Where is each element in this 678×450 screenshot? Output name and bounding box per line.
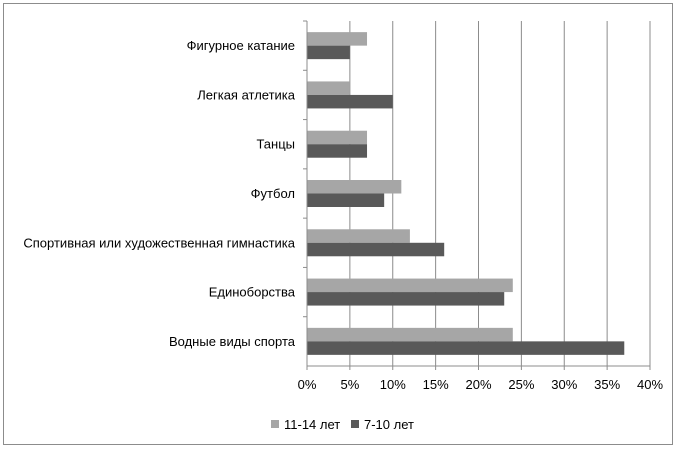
bars [307,32,625,355]
bar-series-1 [307,81,350,95]
x-tick-label: 25% [508,377,534,392]
legend-label: 7-10 лет [364,417,414,432]
legend-swatch [351,420,359,428]
bar-series-1 [307,229,410,243]
category-label: Легкая атлетика [197,87,296,102]
axes [306,21,650,367]
category-label: Фигурное катание [187,38,295,53]
bar-series-2 [307,45,350,60]
chart-frame: Фигурное катание Легкая атлетика Танцы Футб… [3,3,673,445]
bar-series-1 [307,32,368,46]
bar-series-2 [307,242,445,257]
x-tick-labels: 0% 5% 10% 15% 20% 25% 30% 35% 40% [298,377,664,392]
category-label: Единоборства [209,285,296,300]
legend-label: 11-14 лет [284,417,340,432]
bar-chart: Фигурное катание Легкая атлетика Танцы Футб… [23,20,664,432]
gridlines [303,20,651,370]
category-label: Водные виды спорта [169,334,296,349]
bar-series-2 [307,144,368,158]
category-label: Футбол [251,186,295,201]
category-labels: Фигурное катание Легкая атлетика Танцы Футб… [23,38,295,349]
legend-swatch [271,420,279,428]
x-tick-label: 40% [637,377,663,392]
x-tick-label: 10% [380,377,406,392]
bar-series-2 [307,94,393,109]
bar-series-1 [307,327,513,342]
category-label: Спортивная или художественная гимнастика [23,235,295,250]
bar-series-2 [307,193,385,207]
x-tick-label: 20% [465,377,491,392]
x-tick-label: 5% [340,377,359,392]
bar-series-1 [307,180,402,194]
x-tick-label: 30% [551,377,577,392]
bar-series-1 [307,278,513,293]
bar-series-2 [307,341,625,355]
x-tick-label: 15% [423,377,449,392]
bar-series-1 [307,130,368,145]
bar-series-2 [307,292,505,306]
x-tick-label: 0% [298,377,317,392]
category-label: Танцы [256,137,295,152]
x-tick-label: 35% [594,377,620,392]
legend: 11-14 лет 7-10 лет [271,417,414,432]
